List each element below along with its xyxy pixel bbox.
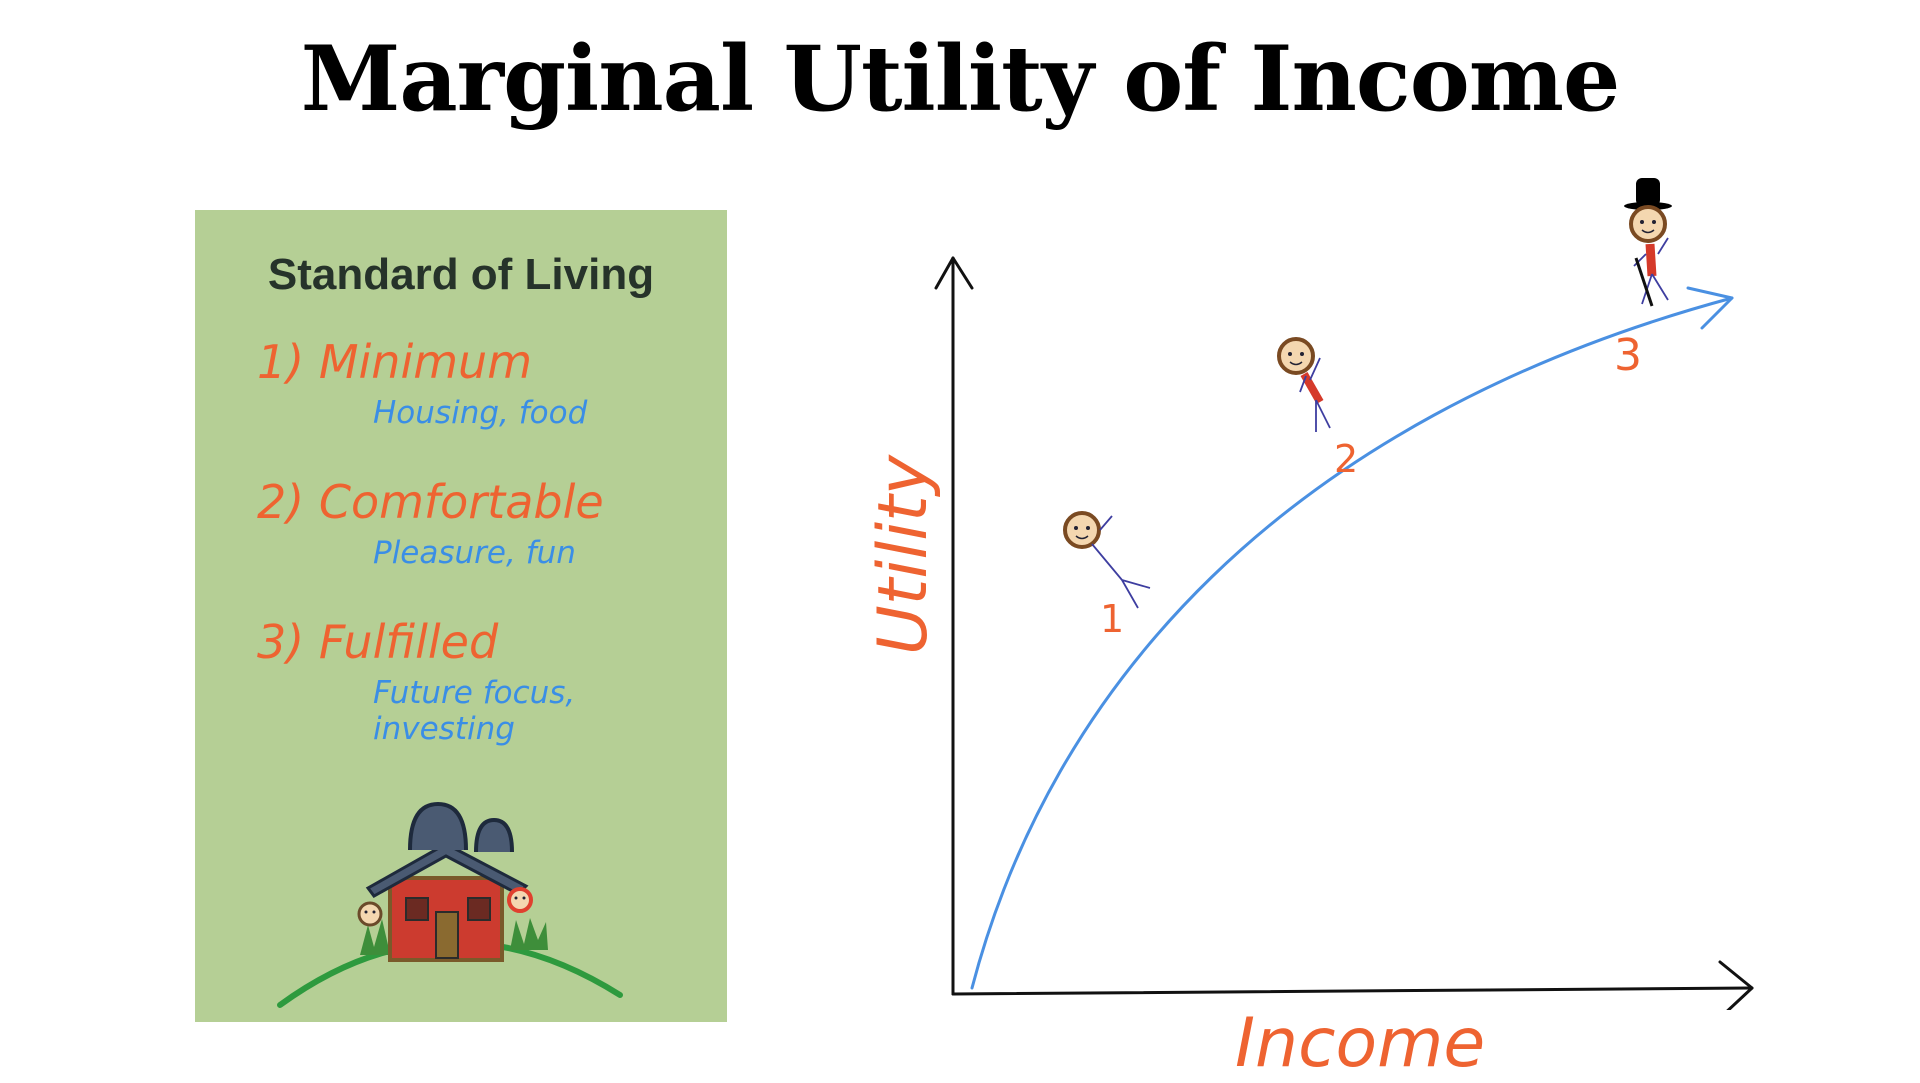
level-description: Pleasure, fun xyxy=(373,535,576,571)
x-axis-label: Income xyxy=(1235,1004,1486,1083)
standard-of-living-card: Standard of Living 1) Minimum Housing, f… xyxy=(195,210,727,1022)
stick-figure-2 xyxy=(1277,337,1331,432)
level-title: 1) Minimum xyxy=(257,335,533,389)
y-axis-label: Utility xyxy=(864,454,943,655)
utility-income-graph: 1 2 3 xyxy=(934,178,1754,1010)
level-fulfilled: 3) Fulfilled Future focus, investing xyxy=(257,615,727,747)
level-title: 2) Comfortable xyxy=(257,475,604,529)
y-axis-arrowhead xyxy=(934,256,974,290)
x-axis xyxy=(951,986,1754,996)
level-comfortable: 2) Comfortable Pleasure, fun xyxy=(257,475,604,571)
stick-figure-3 xyxy=(1624,178,1672,307)
level-minimum: 1) Minimum Housing, food xyxy=(257,335,587,431)
page-title: Marginal Utility of Income xyxy=(300,26,1621,132)
stick-figure-1 xyxy=(1063,511,1151,609)
card-title: Standard of Living xyxy=(267,250,655,299)
point-label-3: 3 xyxy=(1614,330,1642,381)
level-description: Future focus, investing xyxy=(373,675,576,747)
level-title: 3) Fulfilled xyxy=(257,615,499,669)
house-on-hill-illustration xyxy=(277,801,623,1008)
curve-arrowhead xyxy=(1686,286,1734,330)
utility-curve xyxy=(970,296,1734,990)
point-label-2: 2 xyxy=(1334,437,1358,481)
point-label-1: 1 xyxy=(1100,597,1124,641)
x-axis-arrowhead xyxy=(1718,960,1754,1010)
level-description: Housing, food xyxy=(373,395,588,431)
